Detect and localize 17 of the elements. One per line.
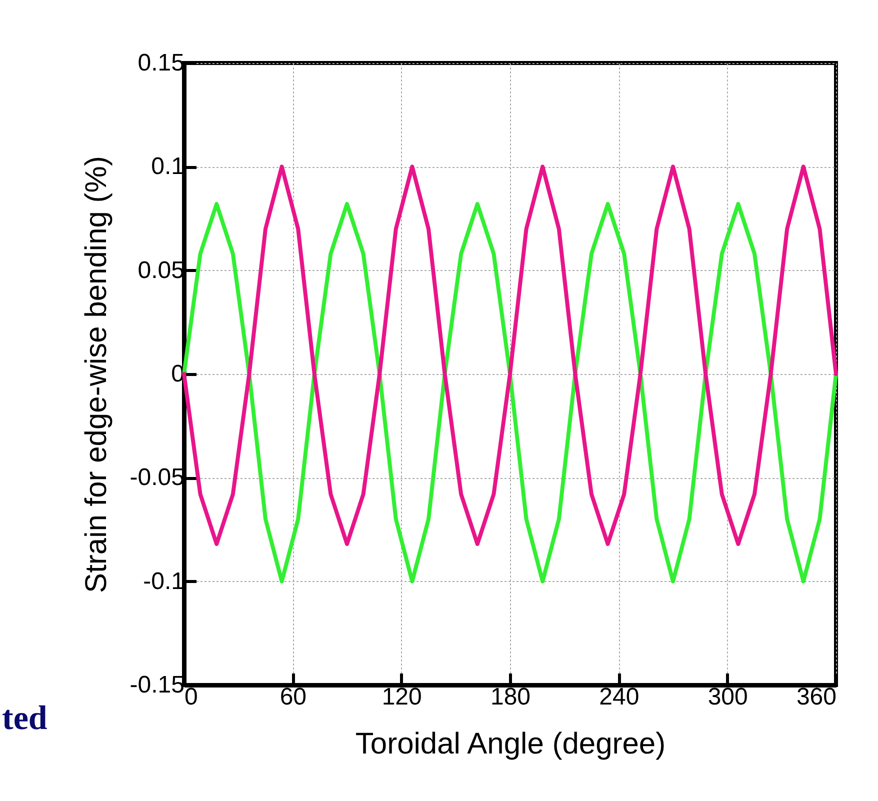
x-tick-label: 360 [796, 684, 836, 710]
line-series [182, 164, 838, 546]
line-series [182, 202, 838, 584]
y-tick-label: -0.15 [130, 672, 184, 698]
y-tick-label: -0.1 [143, 568, 184, 595]
note-text: ted [2, 700, 48, 738]
x-axis-title: Toroidal Angle (degree) [355, 728, 666, 760]
x-tick-label: 300 [708, 684, 748, 710]
y-tick-label: 0.1 [151, 153, 184, 180]
y-tick-label: 0.05 [138, 256, 184, 284]
x-tick-label: 240 [599, 684, 640, 710]
x-tick-label: 60 [280, 684, 307, 710]
y-tick-label: 0.15 [138, 50, 184, 76]
x-tick-label: 120 [382, 684, 422, 710]
y-axis-title: Strain for edge-wise bending (%) [80, 156, 113, 593]
x-tick-label: 180 [490, 684, 531, 710]
y-tick-label: -0.05 [130, 464, 184, 492]
